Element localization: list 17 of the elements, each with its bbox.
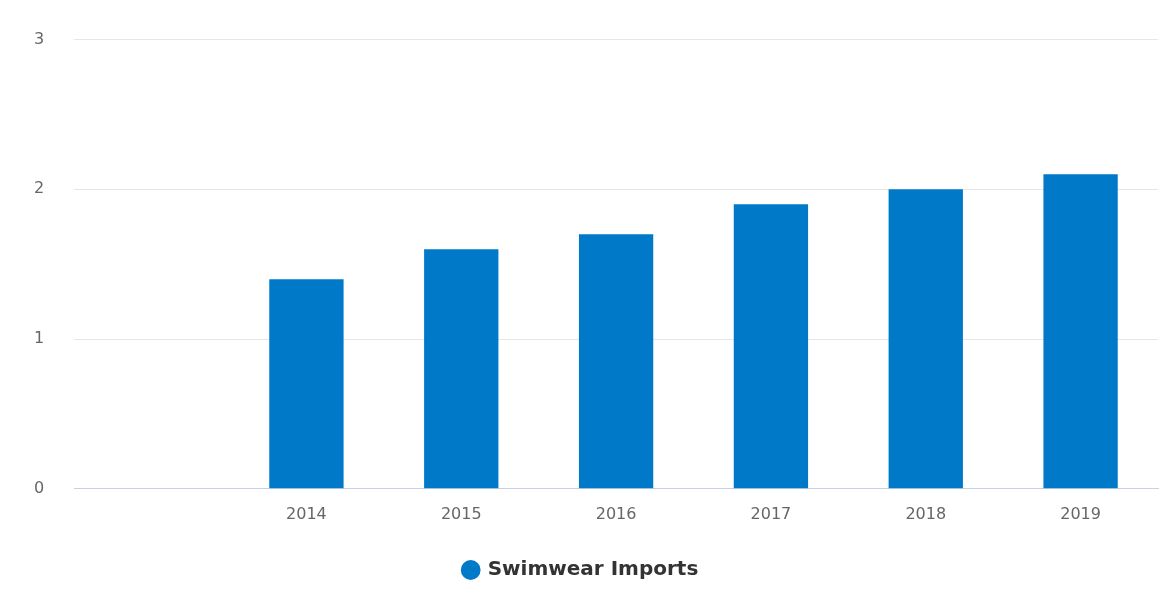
bar (578, 234, 654, 489)
bar (424, 249, 499, 489)
x-tick-label: 2017 (750, 503, 792, 523)
x-tick-label: 2015 (440, 503, 482, 523)
bar (1043, 174, 1118, 489)
x-tick-label: 2014 (286, 503, 327, 523)
y-tick-label: 0 (33, 477, 45, 497)
y-tick-label: 1 (33, 328, 45, 348)
bar (888, 189, 963, 489)
legend-label: Swimwear Imports (487, 556, 699, 581)
x-tick-label: 2016 (595, 503, 637, 523)
y-tick-label: 3 (33, 28, 45, 48)
x-tick-label: 2019 (1060, 503, 1101, 523)
bar (733, 204, 809, 489)
x-tick-label: 2018 (905, 503, 947, 523)
bar (269, 279, 344, 489)
y-tick-label: 2 (33, 178, 45, 198)
